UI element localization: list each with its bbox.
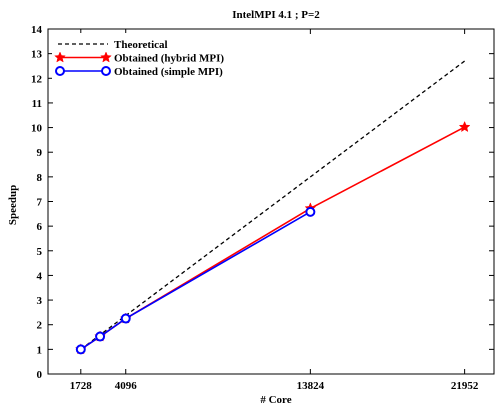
y-tick-label: 14 [31,24,43,36]
y-tick-label: 9 [37,147,43,159]
x-tick-label: 21952 [451,380,479,392]
y-tick-label: 7 [37,197,43,209]
series-line [80,211,311,351]
y-tick-label: 6 [37,221,43,233]
legend-item: Obtained (hybrid MPI) [54,51,224,65]
x-tick-label: 1728 [70,380,93,392]
legend-label: Theoretical [114,39,168,51]
series-0 [80,60,466,350]
legend-marker [55,66,65,76]
data-point [120,313,131,324]
series-1 [74,120,471,355]
y-tick-label: 3 [37,295,43,307]
y-tick-label: 4 [37,270,43,282]
y-tick-label: 0 [37,369,43,381]
series-2 [75,206,316,355]
y-tick-label: 12 [31,73,43,85]
x-axis-label: # Core [260,394,291,406]
y-tick-label: 11 [32,98,42,110]
series-layer [74,60,471,355]
series-line [80,126,465,351]
data-point [95,331,106,342]
x-tick-label: 4096 [115,380,138,392]
legend-marker [100,51,112,63]
data-point [458,120,471,133]
chart-title: IntelMPI 4.1 ; P=2 [232,9,320,21]
data-point [305,206,316,217]
legend-item: Theoretical [58,39,168,51]
legend-marker [101,66,111,76]
legend-label: Obtained (simple MPI) [114,66,223,78]
y-tick-label: 1 [37,344,43,356]
y-axis-label: Speedup [7,185,19,225]
legend-item: Obtained (simple MPI) [55,66,223,78]
x-tick-label: 13824 [297,380,325,392]
y-tick-label: 2 [37,320,43,332]
x-axis: 1728 4096 13824 21952 [70,29,479,392]
legend: Theoretical Obtained (hybrid MPI)Obtained… [52,33,224,83]
legend-marker [54,51,66,63]
y-tick-label: 13 [31,49,43,61]
y-tick-label: 5 [37,246,43,258]
y-tick-label: 8 [37,172,43,184]
legend-label: Obtained (hybrid MPI) [114,53,224,65]
data-point [75,344,86,355]
y-tick-label: 10 [31,123,43,135]
series-line [80,60,466,350]
